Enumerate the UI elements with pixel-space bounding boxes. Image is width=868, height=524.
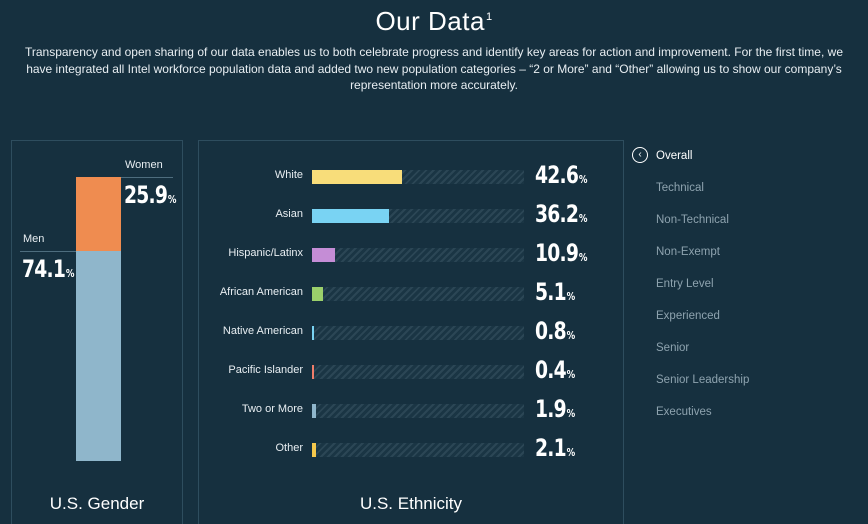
ethnicity-row: Asian 36.2%	[199, 200, 623, 228]
ethnicity-category-label: Native American	[222, 325, 303, 337]
intro-paragraph: Transparency and open sharing of our dat…	[24, 45, 843, 92]
ethnicity-value: 10.9%	[535, 239, 588, 267]
ethnicity-value: 36.2%	[535, 200, 588, 228]
ethnicity-category-label: White	[274, 169, 303, 181]
women-leader-line	[121, 177, 173, 178]
men-bar	[76, 250, 121, 461]
women-label: Women	[125, 159, 163, 171]
ethnicity-category-label: Pacific Islander	[228, 364, 303, 376]
ethnicity-bar-track	[312, 170, 524, 184]
ethnicity-bar-track	[312, 365, 524, 379]
ethnicity-bar	[312, 365, 314, 379]
women-value: 25.9%	[124, 181, 177, 209]
menu-item-label: Overall	[656, 150, 693, 162]
chevron-left-circle-icon[interactable]: ‹	[632, 147, 648, 163]
ethnicity-bar-track	[312, 404, 524, 418]
menu-item-label: Executives	[656, 406, 712, 418]
ethnicity-row: Pacific Islander 0.4%	[199, 356, 623, 384]
menu-item-label: Non-Exempt	[656, 246, 720, 258]
menu-item-label: Senior Leadership	[656, 374, 750, 386]
menu-item-executives[interactable]: Executives	[632, 402, 862, 434]
ethnicity-bar	[312, 248, 336, 262]
ethnicity-chart: White 42.6% Asian 36.2% Hispanic/Latinx 10.9%…	[198, 140, 624, 524]
ethnicity-bar	[312, 326, 314, 340]
ethnicity-value: 0.8%	[535, 317, 576, 345]
menu-item-label: Experienced	[656, 310, 720, 322]
ethnicity-value: 5.1%	[535, 278, 576, 306]
menu-item-label: Senior	[656, 342, 690, 354]
menu-item-senior[interactable]: Senior	[632, 338, 862, 370]
ethnicity-category-label: African American	[219, 286, 303, 298]
ethnicity-row: Other 2.1%	[199, 434, 623, 462]
ethnicity-bar	[312, 209, 389, 223]
ethnicity-category-label: Other	[275, 442, 303, 454]
ethnicity-value: 0.4%	[535, 356, 576, 384]
ethnicity-bar-track	[312, 248, 524, 262]
ethnicity-row: Native American 0.8%	[199, 317, 623, 345]
ethnicity-row: Hispanic/Latinx 10.9%	[199, 239, 623, 267]
ethnicity-rows: White 42.6% Asian 36.2% Hispanic/Latinx 10.9%…	[199, 141, 623, 524]
gender-chart: Women Men 25.9% 74.1% U.S. Gender	[11, 140, 183, 524]
ethnicity-chart-title: U.S. Ethnicity	[359, 494, 463, 513]
men-label: Men	[23, 232, 45, 245]
menu-item-label: Non-Technical	[656, 214, 729, 226]
level-filter-menu: ‹ Overall Technical Non-Technical Non-Exempt…	[632, 146, 862, 434]
ethnicity-row: African American 5.1%	[199, 278, 623, 306]
menu-item-label: Technical	[656, 182, 704, 194]
ethnicity-value: 1.9%	[535, 395, 576, 423]
menu-item-experienced[interactable]: Experienced	[632, 306, 862, 338]
ethnicity-category-label: Asian	[275, 208, 303, 220]
ethnicity-row: Two or More 1.9%	[199, 395, 623, 423]
menu-item-entry-level[interactable]: Entry Level	[632, 274, 862, 306]
menu-item-non-technical[interactable]: Non-Technical	[632, 210, 862, 242]
menu-item-label: Entry Level	[656, 278, 714, 290]
menu-item-senior-leadership[interactable]: Senior Leadership	[632, 370, 862, 402]
ethnicity-bar	[312, 287, 323, 301]
ethnicity-category-label: Hispanic/Latinx	[228, 247, 303, 259]
ethnicity-category-label: Two or More	[241, 403, 303, 415]
men-leader-line	[20, 250, 76, 252]
page-title-text: Our Data	[375, 6, 485, 36]
ethnicity-bar-track	[312, 209, 524, 223]
ethnicity-bar-track	[312, 443, 524, 457]
menu-item-technical[interactable]: Technical	[632, 178, 862, 210]
menu-item-overall[interactable]: ‹ Overall	[632, 146, 862, 178]
ethnicity-bar	[312, 443, 317, 457]
ethnicity-bar	[312, 404, 317, 418]
page-title: Our Data1	[0, 6, 868, 37]
menu-item-non-exempt[interactable]: Non-Exempt	[632, 242, 862, 274]
ethnicity-value: 2.1%	[535, 434, 576, 462]
ethnicity-bar-track	[312, 326, 524, 340]
women-bar	[76, 177, 121, 251]
ethnicity-bar	[312, 170, 403, 184]
gender-chart-title: U.S. Gender	[49, 494, 145, 513]
men-value: 74.1%	[22, 254, 75, 283]
ethnicity-value: 42.6%	[535, 161, 588, 189]
ethnicity-row: White 42.6%	[199, 161, 623, 189]
title-footnote[interactable]: 1	[485, 11, 493, 24]
ethnicity-bar-track	[312, 287, 524, 301]
